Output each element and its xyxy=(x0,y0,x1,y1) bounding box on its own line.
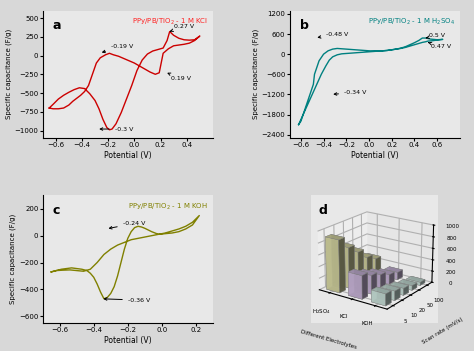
X-axis label: Potential (V): Potential (V) xyxy=(351,151,399,160)
Text: -0.19 V: -0.19 V xyxy=(103,44,133,53)
Text: 0.19 V: 0.19 V xyxy=(168,73,191,81)
Y-axis label: Specific capacitance (F/g): Specific capacitance (F/g) xyxy=(10,214,16,304)
Text: b: b xyxy=(300,19,309,32)
Text: c: c xyxy=(53,204,60,217)
Text: 0.47 V: 0.47 V xyxy=(428,42,452,49)
X-axis label: Potential (V): Potential (V) xyxy=(104,336,152,345)
Text: 0.5 V: 0.5 V xyxy=(426,33,445,39)
Text: 0.27 V: 0.27 V xyxy=(171,24,194,32)
Text: PPy/PB/TiO$_2$ - 1 M KCl: PPy/PB/TiO$_2$ - 1 M KCl xyxy=(132,17,208,27)
Text: -0.48 V: -0.48 V xyxy=(319,32,348,38)
Text: d: d xyxy=(319,204,328,217)
Text: a: a xyxy=(53,19,61,32)
X-axis label: Potential (V): Potential (V) xyxy=(104,151,152,160)
Text: -0.3 V: -0.3 V xyxy=(100,127,133,132)
X-axis label: Different Electrolytes: Different Electrolytes xyxy=(300,330,357,350)
Text: PPy/PB/TiO$_2$ - 1 M H$_2$SO$_4$: PPy/PB/TiO$_2$ - 1 M H$_2$SO$_4$ xyxy=(368,17,455,27)
Y-axis label: Specific capacitance (F/g): Specific capacitance (F/g) xyxy=(252,29,259,119)
Y-axis label: Specific capacitance (F/g): Specific capacitance (F/g) xyxy=(5,29,12,119)
Text: -0.34 V: -0.34 V xyxy=(334,90,366,95)
Text: PPy/PB/TiO$_2$ - 1 M KOH: PPy/PB/TiO$_2$ - 1 M KOH xyxy=(128,202,208,212)
Text: -0.36 V: -0.36 V xyxy=(104,298,150,303)
Y-axis label: Scan rate (mV/s): Scan rate (mV/s) xyxy=(422,317,464,345)
Text: -0.24 V: -0.24 V xyxy=(109,221,145,229)
